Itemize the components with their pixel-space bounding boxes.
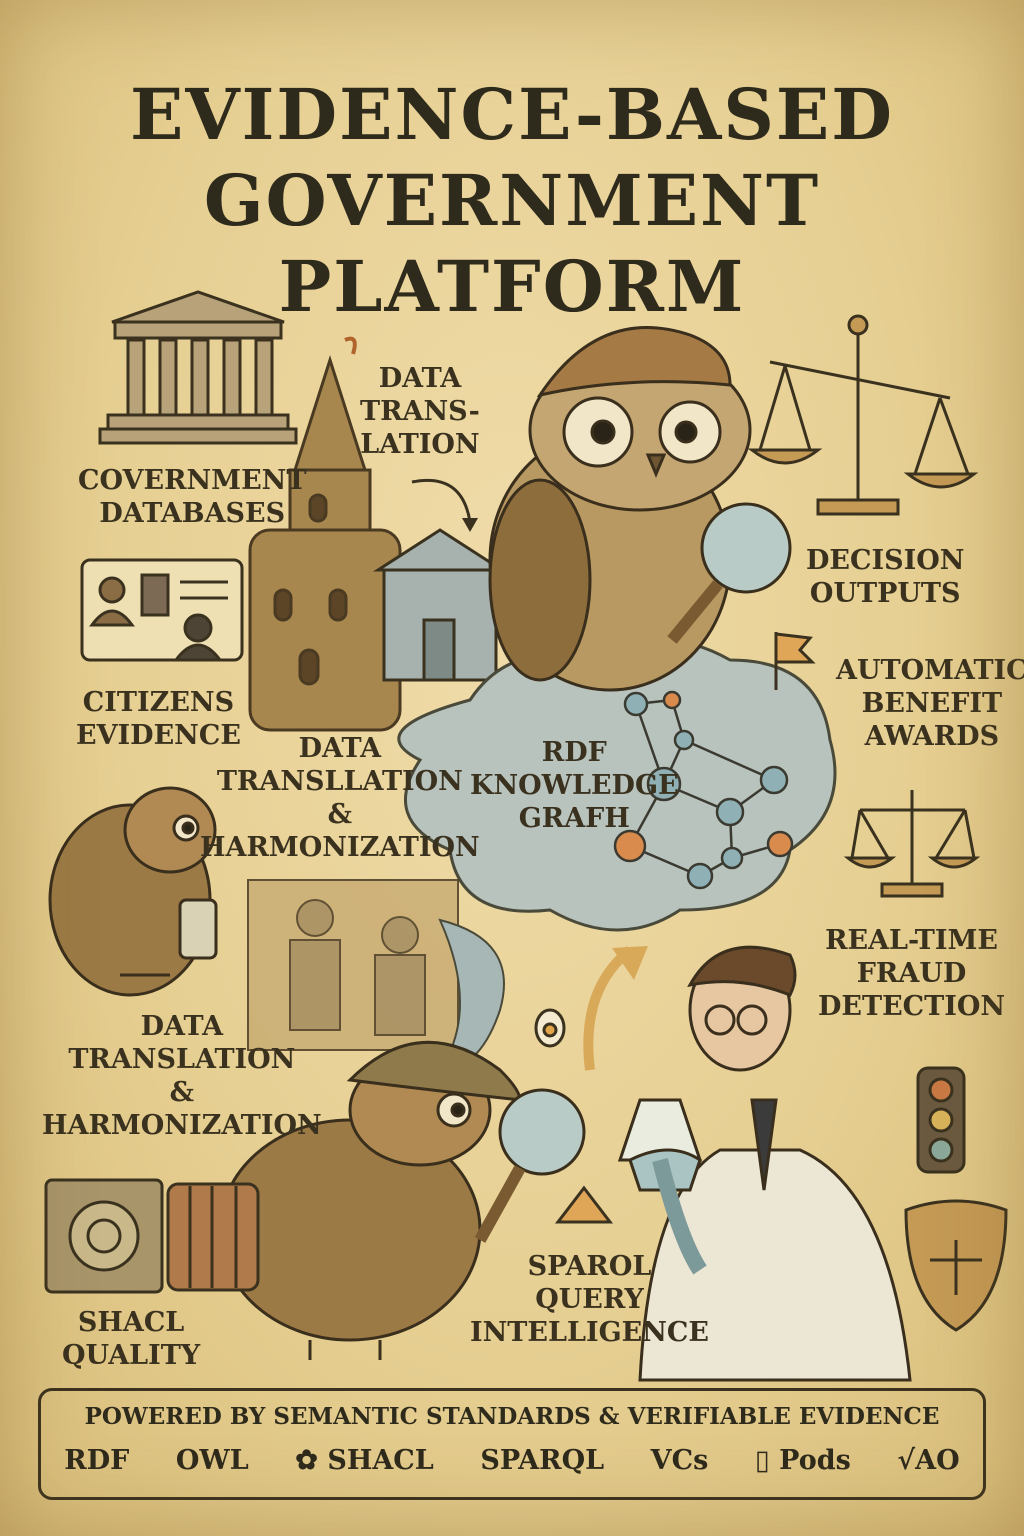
label-line: HARMONIZATION	[200, 832, 480, 863]
graph-nodes	[613, 690, 794, 890]
label-line: &	[327, 799, 353, 830]
label-line: SHACL	[77, 1307, 185, 1338]
label-line: TRANSLLATION	[216, 766, 463, 797]
label-line: &	[169, 1077, 195, 1108]
label-automatic-benefit-awards: AUTOMATIC BENEFIT AWARDS	[836, 654, 1024, 753]
label-shacl-quality: SHACL QUALITY	[62, 1306, 200, 1372]
label-line: DATA	[140, 1011, 224, 1042]
title-line-3: PLATFORM	[278, 245, 746, 328]
label-line: DATA	[298, 733, 382, 764]
standard-owl: OWL	[175, 1445, 249, 1476]
label-line: DECISION	[806, 545, 965, 576]
label-line: CITIZENS	[82, 687, 235, 718]
label-line: AUTOMATIC	[836, 655, 1024, 686]
standards-footer: POWERED BY SEMANTIC STANDARDS & VERIFIAB…	[38, 1388, 986, 1500]
label-line: RDF	[541, 737, 607, 768]
title-line-2: GOVERNMENT	[203, 159, 821, 242]
vault-icon	[44, 1178, 260, 1294]
label-government-databases: COVERNMENT DATABASES	[78, 464, 306, 530]
title-line-1: EVIDENCE-BASED	[130, 73, 894, 156]
label-line: TRANSLATION	[68, 1044, 296, 1075]
standards-list: RDF OWL ✿ SHACL SPARQL VCs ▯ Pods √AO	[41, 1445, 983, 1476]
label-line: INTELLIGENCE	[470, 1317, 709, 1348]
label-rdf-knowledge-graph: RDF KNOWLEDGE GRAFH	[470, 736, 679, 835]
standard-vao: √AO	[897, 1445, 960, 1476]
soldiers-scene	[247, 879, 459, 1051]
label-line: OUTPUTS	[809, 578, 961, 609]
government-building-icon	[98, 290, 298, 445]
label-data-translation-top: DATA TRANS- LATION	[360, 362, 480, 461]
footer-tagline: POWERED BY SEMANTIC STANDARDS & VERIFIAB…	[84, 1403, 940, 1430]
scientist	[617, 945, 912, 1382]
standard-sparql: SPARQL	[480, 1445, 605, 1476]
label-line: QUERY	[535, 1284, 644, 1315]
label-data-translation-low: DATA TRANSLATION & HARMONIZATION	[42, 1010, 322, 1142]
label-line: DATA	[378, 363, 462, 394]
label-sparql-query-intelligence: SPAROL QUERY INTELLIGENCE	[470, 1250, 709, 1349]
label-line: REAL-TIME	[825, 925, 998, 956]
label-line: QUALITY	[62, 1340, 201, 1371]
label-line: COVERNMENT	[78, 465, 307, 496]
arrow-icon	[411, 478, 472, 523]
standard-pods-label: Pods	[779, 1445, 851, 1476]
standard-vcs: VCs	[650, 1445, 709, 1476]
label-real-time-fraud-detection: REAL-TIME FRAUD DETECTION	[818, 924, 1005, 1023]
label-line: KNOWLEDGE	[470, 770, 679, 801]
label-line: DATABASES	[99, 498, 286, 529]
curved-arrow-icon	[583, 946, 634, 1071]
traffic-light-icon	[916, 1066, 966, 1174]
standard-shacl: ✿ SHACL	[295, 1445, 433, 1476]
small-scales-icon	[843, 790, 981, 898]
detective-owl-bottom	[218, 1040, 586, 1360]
warning-icon	[554, 1185, 614, 1224]
label-line: LATION	[360, 429, 480, 460]
standard-rdf: RDF	[64, 1445, 130, 1476]
label-line: HARMONIZATION	[42, 1110, 322, 1141]
standard-pods: ▯ Pods	[755, 1445, 851, 1476]
label-decision-outputs: DECISION OUTPUTS	[806, 544, 964, 610]
id-card-icon	[80, 558, 244, 662]
label-line: FRAUD	[856, 958, 967, 989]
label-line: AWARDS	[864, 721, 1000, 752]
owl-with-phone	[48, 786, 218, 997]
label-line: TRANS-	[360, 396, 480, 427]
detective-owl-top	[488, 326, 792, 692]
shield-icon	[904, 1199, 1008, 1332]
label-line: BENEFIT	[861, 688, 1003, 719]
label-line: EVIDENCE	[76, 720, 241, 751]
gear-flower-icon: ✿	[295, 1445, 318, 1476]
document-icon: ▯	[754, 1445, 770, 1476]
label-line: SPAROL	[527, 1251, 652, 1282]
egg-icon	[534, 1008, 566, 1048]
label-line: GRAFH	[518, 803, 630, 834]
label-line: DETECTION	[818, 991, 1006, 1022]
label-citizens-evidence: CITIZENS EVIDENCE	[76, 686, 241, 752]
standard-shacl-label: SHACL	[327, 1445, 434, 1476]
flag-icon	[774, 632, 816, 690]
label-data-translation-mid: DATA TRANSLLATION & HARMONIZATION	[200, 732, 480, 864]
scales-icon	[747, 314, 979, 516]
page-title: EVIDENCE-BASED GOVERNMENT PLATFORM	[0, 72, 1024, 330]
